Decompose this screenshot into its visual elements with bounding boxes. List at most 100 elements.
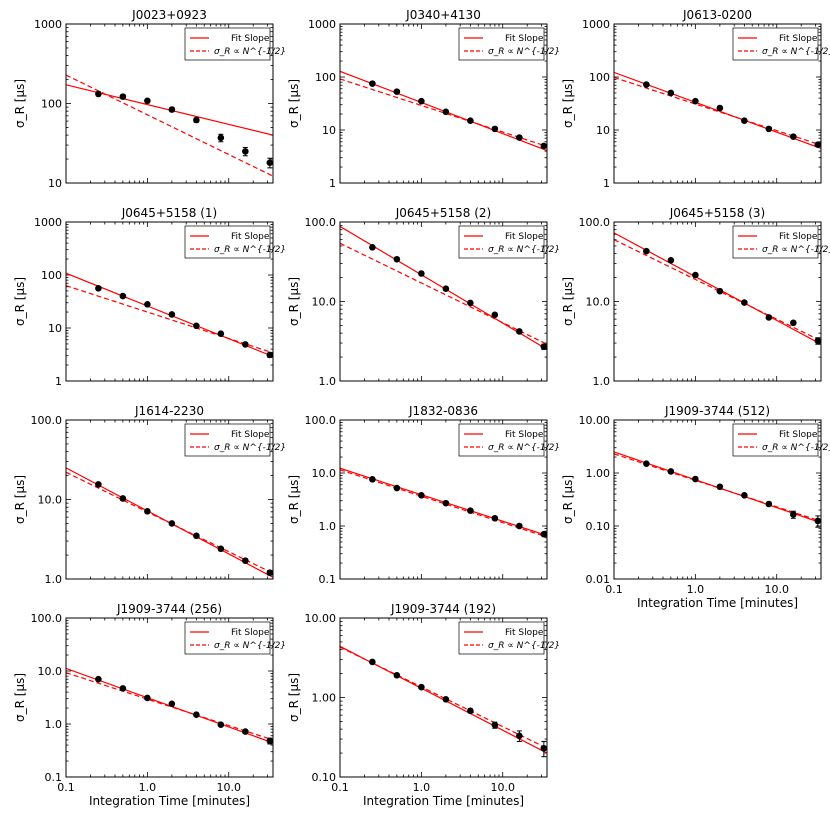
data-point <box>95 481 102 488</box>
y-tick-label: 10 <box>48 322 62 335</box>
marker <box>765 125 773 133</box>
subplot-title: J0023+0923 <box>131 8 207 22</box>
data-point <box>667 468 675 475</box>
marker <box>790 511 797 518</box>
data-point <box>369 476 376 483</box>
data-point <box>144 508 151 515</box>
data-point <box>119 292 127 300</box>
legend-box <box>732 423 819 457</box>
y-tick-label: 10.0 <box>38 494 63 507</box>
marker <box>266 351 273 359</box>
marker <box>516 732 523 740</box>
y-tick-label: 1000 <box>308 18 336 31</box>
subplot-6: 1.0 10.0 100.0 Fit Slope σ_R ∝ N^{-1/2} J0645… <box>561 206 830 388</box>
data-point <box>814 337 821 345</box>
data-point <box>516 522 523 530</box>
marker <box>418 270 425 277</box>
axes-frame <box>339 617 548 778</box>
subplot-title: J0613-0200 <box>682 8 752 22</box>
data-point <box>540 142 547 150</box>
data-point <box>242 341 249 348</box>
subplot-5: 1.0 10.0 100.0 Fit Slope σ_R ∝ N^{-1/2} J0645… <box>287 206 560 388</box>
y-axis-label: σ_R [μs] <box>13 277 27 326</box>
data-point <box>814 141 821 148</box>
y-tick-label: 10 <box>48 177 62 190</box>
marker <box>491 311 499 319</box>
legend-ref-label: σ_R ∝ N^{-1/2} <box>214 641 286 651</box>
data-point <box>193 532 200 540</box>
y-tick-label: 100.0 <box>31 414 63 427</box>
legend-box <box>458 621 545 655</box>
y-tick-label: 0.1 <box>45 771 63 784</box>
data-point <box>266 737 273 745</box>
marker <box>119 93 127 100</box>
legend-fit-label: Fit Slope <box>779 430 818 440</box>
subplot-title: J0645+5158 (1) <box>121 206 217 220</box>
y-tick-label: 10 <box>596 124 610 137</box>
marker <box>193 532 200 540</box>
subplot-11: 0.10 1.00 10.00 0.1 1.0 10.0 Fit Slope σ_R ∝ N^… <box>287 602 560 808</box>
y-tick-label: 1.0 <box>45 573 63 586</box>
marker <box>741 491 748 499</box>
legend-fit-label: Fit Slope <box>505 232 544 242</box>
marker <box>692 97 699 105</box>
legend-box <box>732 27 819 61</box>
marker <box>442 285 450 292</box>
marker <box>814 141 821 148</box>
y-axis-label: σ_R [μs] <box>287 475 301 524</box>
data-point <box>491 125 499 133</box>
y-axis-label: σ_R [μs] <box>13 673 27 722</box>
y-tick-label: 1 <box>329 177 336 190</box>
marker <box>643 81 650 88</box>
marker <box>393 88 401 95</box>
legend-ref-label: σ_R ∝ N^{-1/2} <box>762 47 830 57</box>
marker <box>144 508 151 515</box>
x-tick-label: 10.0 <box>490 781 515 794</box>
data-point <box>516 730 523 742</box>
data-point <box>193 116 200 124</box>
marker <box>193 711 200 718</box>
subplot-title: J1909-3744 (192) <box>390 602 496 616</box>
y-tick-label: 1.0 <box>319 375 337 388</box>
marker <box>790 319 797 327</box>
data-point <box>540 740 547 758</box>
y-tick-label: 100 <box>589 71 610 84</box>
data-point <box>144 301 151 308</box>
data-point <box>144 97 151 105</box>
data-point <box>369 244 376 251</box>
subplot-10: 0.1 1.0 10.0 100.0 0.1 1.0 10.0 Fit Slope σ_R ∝ … <box>13 602 286 808</box>
y-tick-label: 10.0 <box>38 665 63 678</box>
legend-box <box>184 27 271 61</box>
legend-ref-label: σ_R ∝ N^{-1/2} <box>488 641 560 651</box>
legend: Fit Slope σ_R ∝ N^{-1/2} <box>184 423 286 457</box>
marker <box>643 247 650 255</box>
reference-line <box>66 285 273 354</box>
y-tick-label: 10.0 <box>312 296 337 309</box>
marker <box>217 545 225 553</box>
marker <box>540 343 547 351</box>
y-tick-label: 1.00 <box>586 467 611 480</box>
legend-ref-label: σ_R ∝ N^{-1/2} <box>214 47 286 57</box>
marker <box>119 495 127 502</box>
data-point <box>266 351 273 359</box>
y-tick-label: 1.0 <box>319 520 337 533</box>
marker <box>765 314 773 321</box>
data-point <box>467 707 474 715</box>
marker <box>716 287 724 295</box>
marker <box>242 557 249 564</box>
y-tick-label: 100.0 <box>305 216 337 229</box>
legend-box <box>184 423 271 457</box>
legend: Fit Slope σ_R ∝ N^{-1/2} <box>458 27 560 61</box>
marker <box>369 244 376 251</box>
data-point <box>692 97 699 105</box>
data-point <box>667 256 675 264</box>
axes-frame <box>339 221 548 382</box>
data-point <box>467 299 474 307</box>
legend-fit-label: Fit Slope <box>779 34 818 44</box>
marker <box>516 522 523 530</box>
data-point <box>168 311 176 318</box>
marker <box>393 255 401 263</box>
data-point <box>741 491 748 499</box>
data-point <box>765 314 773 321</box>
axes-frame <box>339 23 548 184</box>
